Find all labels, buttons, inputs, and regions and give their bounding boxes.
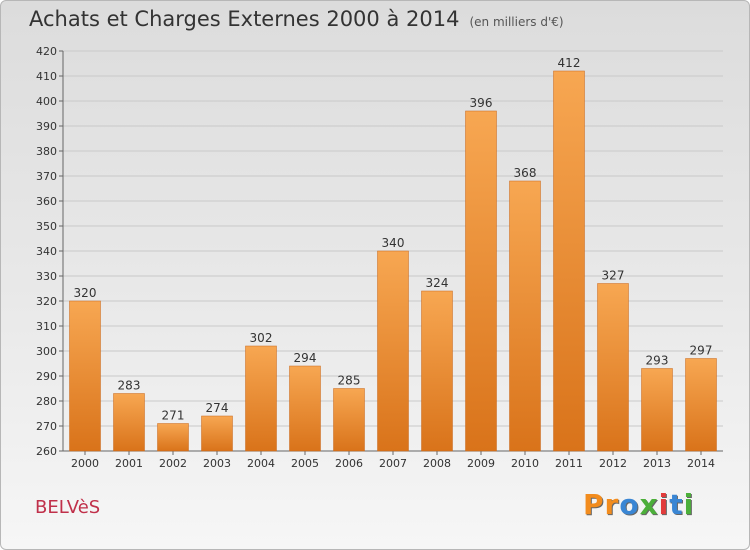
bar-value-label: 294	[294, 351, 317, 365]
x-tick-label: 2004	[247, 457, 275, 470]
y-tick-label: 300	[36, 345, 57, 358]
x-tick-label: 2010	[511, 457, 539, 470]
x-tick-label: 2006	[335, 457, 363, 470]
logo-letter: i	[658, 488, 670, 521]
y-tick-label: 330	[36, 270, 57, 283]
y-tick-label: 270	[36, 420, 57, 433]
logo-letter: P	[583, 488, 605, 521]
x-tick-label: 2009	[467, 457, 495, 470]
y-tick-label: 320	[36, 295, 57, 308]
x-tick-label: 2011	[555, 457, 583, 470]
bar	[113, 393, 145, 452]
bar-value-label: 412	[558, 56, 581, 70]
proxiti-logo[interactable]: Proxiti	[583, 488, 694, 521]
x-tick-label: 2002	[159, 457, 187, 470]
data-labels: 320 283 271 274 302 294 285 340 324 396 368 412 327 2…	[74, 56, 713, 423]
x-tick-label: 2000	[71, 457, 99, 470]
x-tick-label: 2012	[599, 457, 627, 470]
bar-value-label: 340	[382, 236, 405, 250]
bar-value-label: 271	[162, 409, 185, 423]
bar	[685, 358, 717, 452]
x-tick-label: 2005	[291, 457, 319, 470]
logo-letter: x	[639, 488, 659, 521]
bar-value-label: 327	[602, 269, 625, 283]
x-tick-label: 2007	[379, 457, 407, 470]
y-tick-label: 280	[36, 395, 57, 408]
bar	[157, 423, 189, 452]
y-tick-label: 420	[36, 45, 57, 58]
y-tick-label: 350	[36, 220, 57, 233]
bar-value-label: 293	[646, 354, 669, 368]
y-tick-label: 410	[36, 70, 57, 83]
logo-letter: i	[683, 488, 695, 521]
x-tick-label: 2013	[643, 457, 671, 470]
bar-value-label: 285	[338, 374, 361, 388]
bar-value-label: 396	[470, 96, 493, 110]
bars	[69, 70, 717, 452]
bar-value-label: 274	[206, 401, 229, 415]
y-tick-label: 290	[36, 370, 57, 383]
bar	[245, 345, 277, 452]
chart-title: Achats et Charges Externes 2000 à 2014 (e…	[29, 7, 564, 31]
y-tick-label: 340	[36, 245, 57, 258]
chart-title-text: Achats et Charges Externes 2000 à 2014	[29, 7, 460, 31]
x-tick-label: 2008	[423, 457, 451, 470]
bar	[333, 388, 365, 452]
bar	[597, 283, 629, 452]
bar	[201, 415, 233, 452]
bar	[509, 180, 541, 452]
bar-value-label: 302	[250, 331, 273, 345]
bar	[289, 365, 321, 452]
logo-letter: t	[669, 488, 684, 521]
logo-letter: o	[619, 488, 640, 521]
x-tick-label: 2003	[203, 457, 231, 470]
y-tick-label: 390	[36, 120, 57, 133]
y-tick-label: 260	[36, 445, 57, 458]
bar-value-label: 324	[426, 276, 449, 290]
bar	[421, 290, 453, 452]
bar-value-label: 297	[690, 344, 713, 358]
x-tick-label: 2001	[115, 457, 143, 470]
bar	[465, 110, 497, 452]
bar	[377, 250, 409, 452]
bar	[641, 368, 673, 452]
bar-value-label: 368	[514, 166, 537, 180]
bar	[553, 70, 585, 452]
logo-letter: r	[604, 488, 620, 521]
bar-value-label: 283	[118, 379, 141, 393]
commune-name: BELVèS	[35, 497, 101, 518]
y-tick-label: 310	[36, 320, 57, 333]
y-tick-label: 370	[36, 170, 57, 183]
chart-subtitle: (en milliers d'€)	[469, 15, 564, 29]
y-tick-label: 400	[36, 95, 57, 108]
bar-value-label: 320	[74, 286, 97, 300]
bar	[69, 300, 101, 452]
y-tick-label: 380	[36, 145, 57, 158]
y-tick-label: 360	[36, 195, 57, 208]
x-tick-label: 2014	[687, 457, 715, 470]
